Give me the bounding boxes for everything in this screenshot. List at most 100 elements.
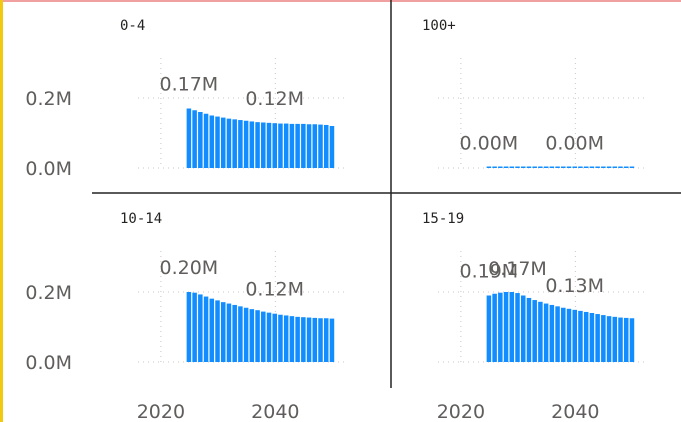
bar[interactable] bbox=[192, 293, 197, 362]
bar[interactable] bbox=[313, 318, 318, 362]
bar[interactable] bbox=[232, 305, 237, 362]
bar[interactable] bbox=[630, 167, 635, 169]
bar[interactable] bbox=[278, 124, 283, 168]
bar[interactable] bbox=[630, 318, 635, 362]
bar[interactable] bbox=[613, 167, 618, 169]
bar[interactable] bbox=[498, 293, 503, 362]
bar[interactable] bbox=[204, 114, 209, 168]
bar[interactable] bbox=[572, 310, 577, 362]
bar[interactable] bbox=[250, 121, 255, 168]
bar[interactable] bbox=[187, 109, 192, 169]
bar[interactable] bbox=[510, 292, 515, 362]
bar[interactable] bbox=[307, 124, 312, 168]
bar[interactable] bbox=[267, 123, 272, 168]
bar[interactable] bbox=[515, 293, 520, 362]
bar[interactable] bbox=[498, 167, 503, 169]
bar[interactable] bbox=[601, 167, 606, 169]
bar[interactable] bbox=[618, 318, 623, 362]
bar[interactable] bbox=[318, 318, 323, 362]
bar[interactable] bbox=[301, 124, 306, 168]
bar[interactable] bbox=[295, 124, 300, 168]
bar[interactable] bbox=[198, 294, 203, 362]
bar[interactable] bbox=[192, 110, 197, 168]
bar[interactable] bbox=[244, 308, 249, 362]
bar[interactable] bbox=[284, 124, 289, 168]
bar[interactable] bbox=[521, 167, 526, 169]
bar[interactable] bbox=[261, 123, 266, 169]
bar[interactable] bbox=[278, 315, 283, 362]
bar[interactable] bbox=[290, 316, 295, 362]
bar[interactable] bbox=[578, 167, 583, 169]
bar[interactable] bbox=[272, 314, 277, 362]
bar[interactable] bbox=[330, 126, 335, 168]
bar[interactable] bbox=[584, 312, 589, 362]
bar[interactable] bbox=[204, 297, 209, 362]
bar[interactable] bbox=[487, 296, 492, 363]
bar[interactable] bbox=[624, 318, 629, 362]
bar[interactable] bbox=[238, 120, 243, 168]
bar[interactable] bbox=[578, 311, 583, 362]
bar[interactable] bbox=[221, 118, 226, 168]
bar[interactable] bbox=[607, 316, 612, 362]
bar[interactable] bbox=[290, 124, 295, 168]
bar[interactable] bbox=[515, 167, 520, 169]
bar[interactable] bbox=[187, 292, 192, 362]
bar[interactable] bbox=[561, 308, 566, 362]
bar[interactable] bbox=[301, 317, 306, 362]
bar[interactable] bbox=[521, 296, 526, 363]
bar[interactable] bbox=[210, 116, 215, 169]
bar[interactable] bbox=[527, 167, 532, 169]
bar[interactable] bbox=[313, 124, 318, 168]
bar[interactable] bbox=[267, 313, 272, 362]
bar[interactable] bbox=[232, 119, 237, 168]
bar[interactable] bbox=[238, 306, 243, 362]
bar[interactable] bbox=[324, 125, 329, 168]
bar[interactable] bbox=[550, 305, 555, 362]
bar[interactable] bbox=[567, 309, 572, 362]
bar[interactable] bbox=[624, 167, 629, 169]
bar[interactable] bbox=[595, 314, 600, 362]
bar[interactable] bbox=[618, 167, 623, 169]
bar[interactable] bbox=[324, 318, 329, 362]
bar[interactable] bbox=[532, 167, 537, 169]
bar[interactable] bbox=[532, 300, 537, 362]
bar[interactable] bbox=[607, 167, 612, 169]
bar[interactable] bbox=[284, 315, 289, 362]
bar[interactable] bbox=[255, 310, 260, 362]
bar[interactable] bbox=[261, 312, 266, 362]
bar[interactable] bbox=[613, 317, 618, 362]
bar[interactable] bbox=[330, 319, 335, 362]
bar[interactable] bbox=[227, 304, 232, 362]
bar[interactable] bbox=[584, 167, 589, 169]
bar[interactable] bbox=[504, 292, 509, 362]
bar[interactable] bbox=[210, 299, 215, 362]
bar[interactable] bbox=[510, 167, 515, 169]
bar[interactable] bbox=[307, 318, 312, 362]
bar[interactable] bbox=[601, 315, 606, 362]
bar[interactable] bbox=[492, 294, 497, 362]
bar[interactable] bbox=[221, 302, 226, 362]
bar[interactable] bbox=[538, 167, 543, 169]
bar[interactable] bbox=[555, 167, 560, 169]
bar[interactable] bbox=[544, 167, 549, 169]
bar[interactable] bbox=[590, 313, 595, 362]
bar[interactable] bbox=[215, 117, 220, 168]
bar[interactable] bbox=[527, 298, 532, 362]
bar[interactable] bbox=[318, 125, 323, 168]
bar[interactable] bbox=[198, 112, 203, 168]
bar[interactable] bbox=[567, 167, 572, 169]
bar[interactable] bbox=[227, 119, 232, 168]
bar[interactable] bbox=[504, 167, 509, 169]
bar[interactable] bbox=[492, 167, 497, 169]
bar[interactable] bbox=[215, 300, 220, 362]
bar[interactable] bbox=[295, 317, 300, 362]
bar[interactable] bbox=[561, 167, 566, 169]
bar[interactable] bbox=[244, 121, 249, 168]
bar[interactable] bbox=[544, 304, 549, 362]
bar[interactable] bbox=[572, 167, 577, 169]
bar[interactable] bbox=[590, 167, 595, 169]
bar[interactable] bbox=[272, 123, 277, 168]
bar[interactable] bbox=[487, 167, 492, 169]
bar[interactable] bbox=[538, 302, 543, 362]
bar[interactable] bbox=[555, 306, 560, 362]
